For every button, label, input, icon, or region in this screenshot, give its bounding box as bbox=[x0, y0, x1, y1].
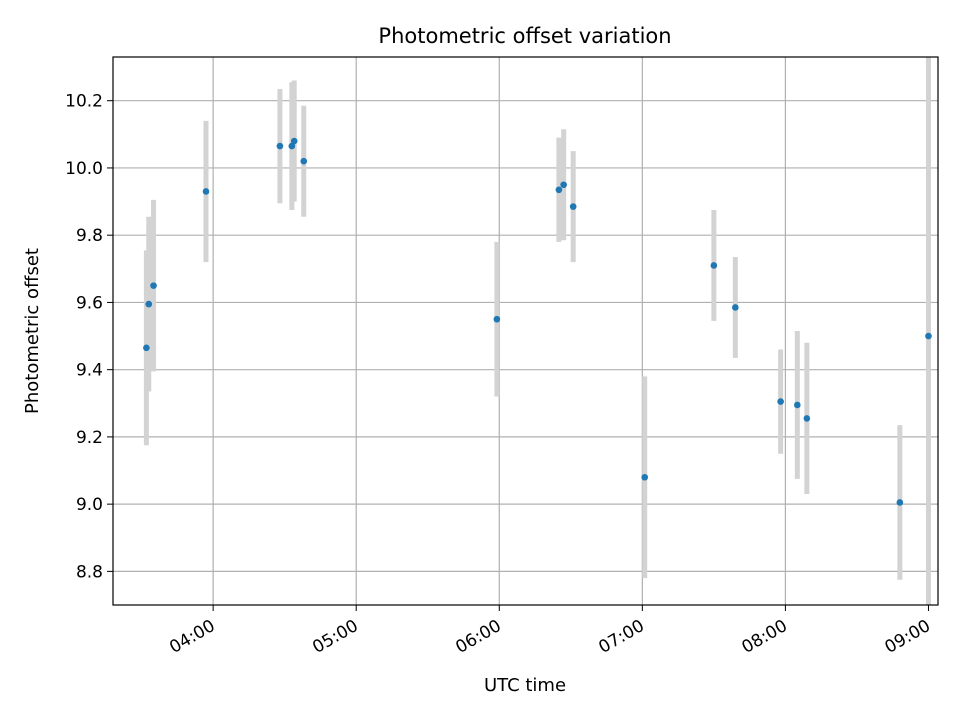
data-point bbox=[150, 282, 157, 289]
y-tick-label: 9.2 bbox=[76, 428, 103, 448]
error-bars bbox=[143, 57, 931, 605]
y-axis-label: Photometric offset bbox=[22, 248, 43, 414]
data-point bbox=[555, 186, 563, 194]
data-point bbox=[493, 315, 501, 323]
data-point bbox=[143, 344, 150, 352]
data-point bbox=[276, 142, 284, 150]
data-point bbox=[925, 332, 932, 340]
x-tick-label: 06:00 bbox=[452, 616, 504, 658]
data-point bbox=[710, 262, 718, 269]
grid-lines bbox=[113, 57, 938, 605]
y-tick-label: 9.4 bbox=[76, 361, 103, 381]
y-tick-label: 9.6 bbox=[76, 293, 103, 313]
x-tick-label: 07:00 bbox=[595, 616, 647, 658]
data-point bbox=[641, 473, 649, 481]
data-point bbox=[569, 203, 577, 210]
x-tick-label: 09:00 bbox=[882, 616, 934, 658]
x-tick-label: 05:00 bbox=[309, 616, 361, 658]
chart-title: Photometric offset variation bbox=[378, 24, 671, 48]
data-point bbox=[803, 415, 811, 422]
data-points bbox=[143, 137, 932, 506]
x-tick-label: 08:00 bbox=[738, 616, 790, 658]
x-axis-ticks: 04:00 05:00 06:00 07:00 08:00 09:00 bbox=[166, 605, 934, 658]
y-tick-label: 9.8 bbox=[76, 226, 103, 246]
data-point bbox=[794, 401, 801, 409]
x-tick-label: 04:00 bbox=[166, 616, 218, 658]
data-point bbox=[896, 499, 904, 506]
y-tick-label: 8.8 bbox=[76, 562, 103, 582]
data-point bbox=[300, 157, 308, 165]
data-point bbox=[290, 137, 298, 145]
y-axis-ticks: 8.8 9.0 9.2 9.4 9.6 9.8 10.0 10.2 bbox=[65, 92, 113, 582]
plot-frame bbox=[112, 56, 939, 606]
data-point bbox=[202, 188, 210, 195]
y-tick-label: 10.0 bbox=[65, 159, 103, 179]
data-point bbox=[288, 142, 296, 150]
data-point bbox=[732, 304, 739, 311]
y-tick-label: 10.2 bbox=[65, 92, 103, 112]
x-axis-label: UTC time bbox=[484, 675, 566, 696]
data-point bbox=[777, 398, 784, 405]
y-tick-label: 9.0 bbox=[76, 495, 103, 515]
data-point bbox=[560, 181, 567, 189]
data-point bbox=[145, 300, 153, 308]
